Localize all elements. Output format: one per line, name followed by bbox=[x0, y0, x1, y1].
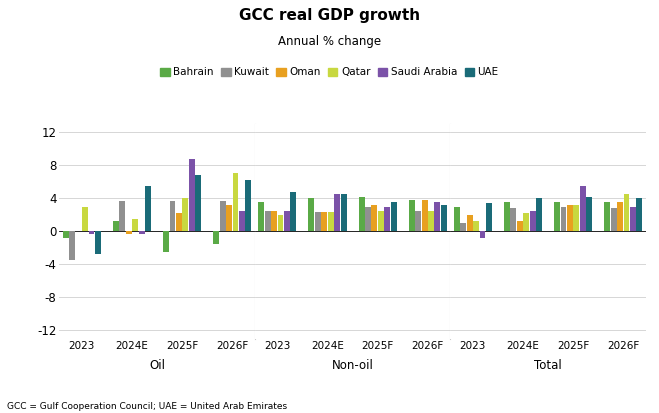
Bar bbox=[163, 231, 169, 252]
Bar bbox=[219, 201, 225, 231]
Bar bbox=[587, 197, 592, 231]
Bar bbox=[434, 202, 440, 231]
Bar bbox=[69, 231, 75, 260]
Bar bbox=[334, 194, 340, 231]
Bar bbox=[195, 175, 201, 231]
Bar bbox=[554, 202, 560, 231]
Bar bbox=[467, 215, 473, 231]
Bar bbox=[567, 205, 573, 231]
Bar bbox=[480, 231, 486, 238]
Bar bbox=[623, 194, 629, 231]
Text: Annual % change: Annual % change bbox=[278, 35, 381, 48]
Text: Total: Total bbox=[534, 359, 562, 372]
Bar bbox=[441, 205, 447, 231]
Bar bbox=[637, 198, 643, 231]
Bar bbox=[63, 231, 69, 238]
Bar bbox=[517, 221, 523, 231]
Bar bbox=[119, 201, 125, 231]
Bar bbox=[415, 211, 421, 231]
Bar bbox=[630, 206, 636, 231]
Text: GCC real GDP growth: GCC real GDP growth bbox=[239, 8, 420, 23]
Bar bbox=[277, 215, 283, 231]
Bar bbox=[504, 202, 510, 231]
Text: Oil: Oil bbox=[149, 359, 165, 372]
Bar bbox=[422, 200, 428, 231]
Bar bbox=[617, 202, 623, 231]
Bar bbox=[88, 231, 94, 234]
Bar bbox=[82, 206, 88, 231]
Bar bbox=[580, 186, 586, 231]
Bar bbox=[271, 211, 277, 231]
Bar bbox=[486, 203, 492, 231]
Bar bbox=[322, 212, 328, 231]
Bar bbox=[391, 202, 397, 231]
Bar bbox=[291, 192, 297, 231]
Bar bbox=[454, 206, 460, 231]
Bar bbox=[573, 205, 579, 231]
Bar bbox=[409, 200, 415, 231]
Bar bbox=[510, 208, 516, 231]
Bar bbox=[214, 231, 219, 244]
Bar bbox=[530, 211, 536, 231]
Bar bbox=[284, 211, 290, 231]
Bar bbox=[372, 205, 378, 231]
Bar bbox=[265, 211, 271, 231]
Bar bbox=[611, 208, 617, 231]
Bar bbox=[258, 202, 264, 231]
Text: Non-oil: Non-oil bbox=[331, 359, 374, 372]
Text: GCC = Gulf Cooperation Council; UAE = United Arab Emirates: GCC = Gulf Cooperation Council; UAE = Un… bbox=[7, 402, 287, 411]
Bar bbox=[189, 159, 195, 231]
Bar bbox=[536, 198, 542, 231]
Bar bbox=[473, 221, 479, 231]
Bar bbox=[384, 206, 390, 231]
Bar bbox=[378, 211, 384, 231]
Bar bbox=[176, 213, 182, 231]
Bar bbox=[169, 201, 175, 231]
Bar bbox=[113, 221, 119, 231]
Bar bbox=[132, 219, 138, 231]
Bar bbox=[233, 173, 239, 231]
Bar bbox=[341, 194, 347, 231]
Bar bbox=[428, 211, 434, 231]
Bar bbox=[239, 211, 245, 231]
Bar bbox=[126, 231, 132, 234]
Bar bbox=[365, 206, 371, 231]
Bar bbox=[308, 198, 314, 231]
Bar bbox=[95, 231, 101, 254]
Bar bbox=[523, 213, 529, 231]
Bar bbox=[138, 231, 144, 234]
Bar bbox=[226, 205, 232, 231]
Bar bbox=[561, 206, 567, 231]
Bar bbox=[358, 197, 364, 231]
Bar bbox=[328, 212, 333, 231]
Bar bbox=[460, 223, 466, 231]
Legend: Bahrain, Kuwait, Oman, Qatar, Saudi Arabia, UAE: Bahrain, Kuwait, Oman, Qatar, Saudi Arab… bbox=[156, 63, 503, 81]
Bar bbox=[145, 186, 151, 231]
Bar bbox=[604, 202, 610, 231]
Bar bbox=[183, 198, 188, 231]
Bar bbox=[245, 180, 251, 231]
Bar bbox=[315, 212, 321, 231]
